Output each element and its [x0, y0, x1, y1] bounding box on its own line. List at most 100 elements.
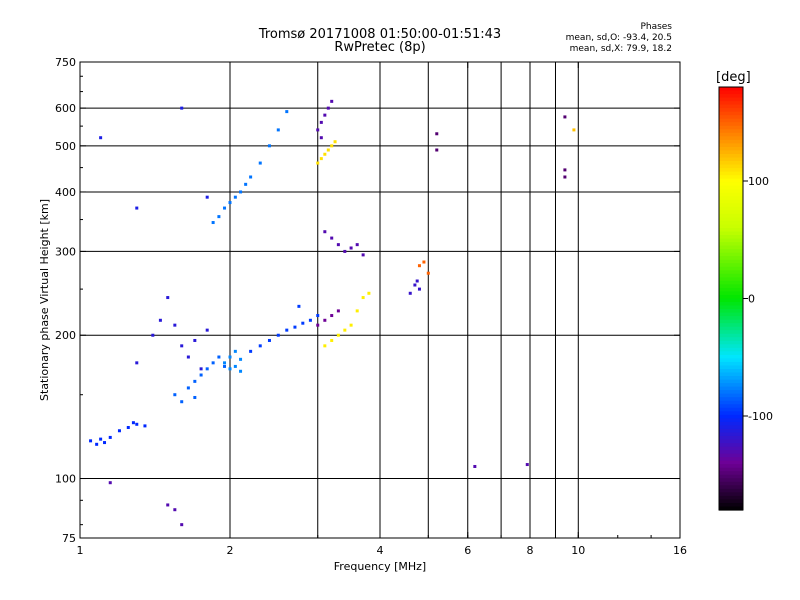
colorbar-segment [719, 506, 743, 511]
colorbar-segment [719, 309, 743, 314]
data-point [239, 369, 243, 373]
data-point [166, 503, 170, 507]
data-point [233, 195, 237, 199]
colorbar-segment [719, 231, 743, 236]
colorbar-segment [719, 263, 743, 268]
data-point [319, 157, 323, 161]
data-point [349, 323, 353, 327]
data-point [343, 328, 347, 332]
colorbar-segment [719, 333, 743, 338]
data-point [233, 364, 237, 368]
x-tick-label: 10 [571, 544, 585, 557]
y-tick-label: 750 [55, 56, 76, 69]
colorbar-segment [719, 439, 743, 444]
colorbar-segment [719, 305, 743, 310]
colorbar-segment [719, 256, 743, 261]
data-point [333, 140, 337, 144]
colorbar-segment [719, 376, 743, 381]
colorbar-segment [719, 213, 743, 219]
y-tick-label: 200 [55, 329, 76, 342]
colorbar-segment [719, 150, 743, 155]
data-point [267, 144, 271, 148]
data-point [308, 318, 312, 322]
data-point [244, 182, 248, 186]
colorbar-segment [719, 379, 743, 384]
chart-subtitle: RwPretec (8p) [334, 40, 426, 55]
data-point [323, 152, 327, 156]
data-point [349, 246, 353, 250]
data-point [361, 253, 365, 257]
phase-stat-x: mean, sd,X: 79.9, 18.2 [569, 44, 672, 54]
colorbar-segment [719, 495, 743, 501]
colorbar-segment [719, 139, 743, 144]
x-tick-label: 8 [527, 544, 534, 557]
data-point [336, 309, 340, 313]
colorbar-segment [719, 238, 743, 243]
data-point [228, 201, 232, 205]
colorbar-segment [719, 428, 743, 434]
colorbar-segment [719, 266, 743, 271]
colorbar-segment [719, 171, 743, 176]
chart-title: Tromsø 20171008 01:50:00-01:51:43 [258, 27, 502, 42]
data-point [89, 439, 93, 443]
colorbar-segment [719, 365, 743, 370]
data-point [330, 236, 334, 240]
colorbar-segment [719, 302, 743, 307]
x-tick-label: 16 [673, 544, 687, 557]
colorbar-segment [719, 383, 743, 388]
colorbar-segment [719, 146, 743, 152]
data-point [217, 355, 221, 359]
colorbar-unit-label: [deg] [716, 70, 751, 85]
data-point [217, 215, 221, 219]
y-tick-label: 500 [55, 140, 76, 153]
colorbar-segment [719, 235, 743, 240]
x-tick-label: 6 [464, 544, 471, 557]
colorbar-segment [719, 90, 743, 95]
colorbar-segment [719, 210, 743, 215]
data-point [223, 364, 227, 368]
data-point [117, 429, 121, 433]
data-point [186, 355, 190, 359]
data-point [525, 463, 529, 467]
colorbar-segment [719, 115, 743, 120]
colorbar-segment [719, 319, 743, 324]
data-point [415, 279, 419, 283]
data-point [336, 333, 340, 337]
x-tick-label: 2 [227, 544, 234, 557]
data-point [173, 508, 177, 512]
data-point [99, 437, 103, 441]
data-point [103, 441, 107, 445]
colorbar-segment [719, 182, 743, 187]
data-point [180, 400, 184, 404]
colorbar-segment [719, 354, 743, 360]
colorbar-segment [719, 203, 743, 208]
colorbar-segment [719, 161, 743, 166]
data-point [330, 338, 334, 342]
colorbar-segment [719, 153, 743, 159]
colorbar-segment [719, 478, 743, 483]
colorbar-segment [719, 287, 743, 293]
data-point [413, 283, 417, 287]
colorbar-segment [719, 164, 743, 169]
colorbar-segment [719, 206, 743, 211]
colorbar-segment [719, 390, 743, 395]
data-point [330, 99, 334, 103]
colorbar-segment [719, 196, 743, 201]
data-point [135, 422, 139, 426]
colorbar-segment [719, 492, 743, 497]
colorbar-segment [719, 418, 743, 423]
colorbar-tick-label: -100 [748, 410, 773, 423]
data-point [435, 132, 439, 136]
colorbar-segment [719, 245, 743, 250]
colorbar-segment [719, 228, 743, 233]
colorbar-segment [719, 414, 743, 419]
colorbar-segment [719, 481, 743, 486]
colorbar-segment [719, 372, 743, 377]
colorbar-segment [719, 132, 743, 137]
colorbar-segment [719, 224, 743, 229]
data-point [417, 264, 421, 268]
data-point [367, 291, 371, 295]
data-point [135, 361, 139, 365]
data-point [276, 333, 280, 337]
data-point [316, 128, 320, 132]
